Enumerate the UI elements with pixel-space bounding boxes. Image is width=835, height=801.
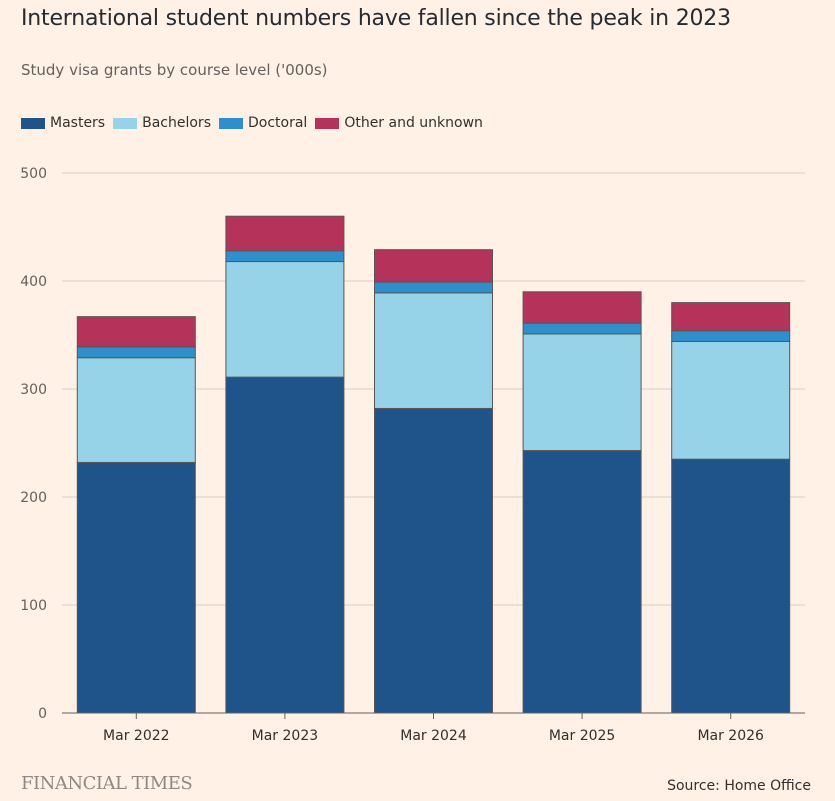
bar-doctoral — [225, 250, 345, 263]
legend-swatch-other — [315, 117, 340, 129]
bar-masters — [225, 376, 345, 714]
legend-label-masters: Masters — [50, 115, 106, 131]
legend-swatch-masters — [21, 117, 45, 129]
bar-bachelors — [671, 340, 791, 460]
legend-swatch-bachelors — [113, 117, 138, 129]
legend-item-bachelors: Bachelors — [113, 115, 211, 131]
y-tick-label: 300 — [20, 382, 47, 398]
bar-masters — [374, 407, 493, 714]
x-tick-label: Mar 2022 — [103, 728, 170, 744]
legend: Masters Bachelors Doctoral Other and unk… — [21, 115, 491, 131]
y-tick-label: 100 — [20, 598, 47, 614]
bar-masters — [522, 450, 642, 714]
legend-label-bachelors: Bachelors — [142, 115, 211, 131]
legend-item-other: Other and unknown — [315, 115, 483, 131]
bar-other-and-unknown — [225, 215, 345, 252]
bar-other-and-unknown — [374, 249, 493, 283]
y-tick-label: 0 — [38, 706, 47, 722]
x-tick-label: Mar 2024 — [400, 728, 467, 744]
chart-title: International student numbers have falle… — [21, 6, 731, 31]
bar-bachelors — [76, 357, 196, 463]
bar-other-and-unknown — [522, 291, 642, 324]
bar-bachelors — [225, 261, 345, 378]
bar-doctoral — [671, 330, 791, 342]
bar-other-and-unknown — [671, 302, 791, 332]
bar-bachelors — [374, 292, 493, 409]
legend-item-doctoral: Doctoral — [218, 115, 308, 131]
legend-swatch-doctoral — [218, 117, 243, 129]
bar-masters — [76, 461, 196, 714]
bar-masters — [671, 458, 791, 714]
bar-doctoral — [374, 281, 493, 294]
legend-label-doctoral: Doctoral — [247, 115, 308, 131]
legend-label-other: Other and unknown — [344, 115, 483, 131]
ft-logo: FINANCIAL TIMES — [21, 773, 193, 794]
y-tick-label: 500 — [20, 166, 47, 182]
bar-bachelors — [522, 333, 642, 452]
x-tick-label: Mar 2025 — [549, 728, 616, 744]
source-note: Source: Home Office — [667, 778, 811, 794]
stacked-bar-chart: 0 100 200 300 400 500 Mar 2022 Mar 2023 Mar 2024… — [20, 166, 805, 744]
y-tick-label: 400 — [20, 274, 47, 290]
x-tick-label: Mar 2026 — [697, 728, 764, 744]
bar-doctoral — [522, 322, 642, 335]
chart-subtitle: Study visa grants by course level ('000s… — [21, 61, 328, 79]
bar-other-and-unknown — [76, 316, 196, 348]
x-tick-label: Mar 2023 — [252, 728, 319, 744]
y-tick-label: 200 — [20, 490, 47, 506]
legend-item-masters: Masters — [21, 115, 105, 131]
bar-doctoral — [76, 346, 196, 359]
